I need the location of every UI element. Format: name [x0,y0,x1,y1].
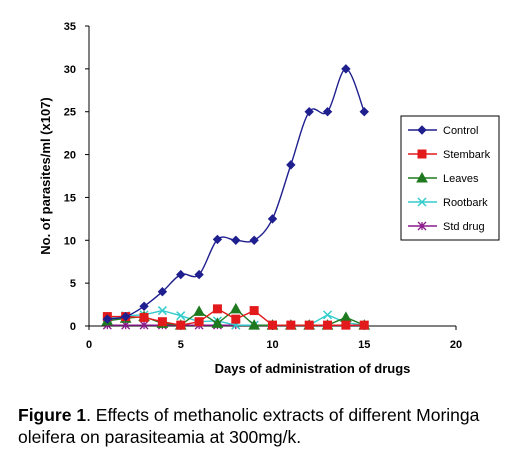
legend-marker-stembark [417,149,427,159]
figure-caption: Figure 1. Effects of methanolic extracts… [18,404,508,448]
data-point-control [322,107,333,117]
data-point-control [194,269,204,280]
data-point-stembark [157,317,167,327]
series-control [102,64,369,324]
y-tick-label: 25 [64,107,76,119]
data-point-control [231,235,241,245]
data-point-control [249,235,259,245]
data-point-leaves [211,317,224,328]
legend-marker-rootbark [417,197,427,207]
data-point-control [176,269,186,280]
x-tick-label: 10 [266,339,278,351]
legend-label-leaves: Leaves [443,173,479,185]
legend-marker-std-drug [417,221,427,231]
series-stembark [102,304,369,330]
data-point-control [157,287,168,297]
data-point-control [139,301,149,311]
data-point-stembark [341,320,351,330]
data-point-stembark [359,320,369,330]
data-point-leaves [193,305,205,316]
figure-caption-label: Figure 1 [18,405,87,425]
data-point-stembark [194,317,204,327]
y-tick-label: 30 [64,64,76,76]
data-point-stembark [304,320,314,330]
data-point-leaves [229,302,242,314]
x-axis-title: Days of administration of drugs [215,361,411,376]
legend-item-leaves: Leaves [408,171,479,185]
x-tick-label: 5 [178,339,184,351]
legend-item-control: Control [408,125,478,137]
x-tick-label: 15 [358,339,370,351]
legend-label-rootbark: Rootbark [443,197,488,209]
data-point-rootbark [176,311,186,321]
data-point-stembark [249,306,259,316]
legend-item-stembark: Stembark [408,149,491,161]
chart-series-group [101,64,371,330]
data-point-control [267,214,278,224]
data-point-leaves [248,319,260,330]
figure-caption-text: . Effects of methanolic extracts of diff… [18,405,480,447]
legend-label-stembark: Stembark [443,149,491,161]
data-point-stembark [231,314,241,324]
data-point-std-drug [139,320,149,330]
data-point-rootbark [157,306,167,316]
data-point-stembark [286,320,296,330]
legend-item-rootbark: Rootbark [408,197,488,209]
legend-label-control: Control [443,125,478,137]
data-point-stembark [268,320,277,330]
x-tick-label: 20 [450,339,462,351]
y-tick-label: 15 [64,192,76,204]
chart-legend: Control Stembark Leaves Rootbark Std drug [400,115,500,241]
data-point-control [359,107,369,117]
legend-label-std-drug: Std drug [443,221,485,233]
data-point-stembark [139,312,149,322]
y-ticks: 0 5 10 15 20 25 30 35 [64,21,89,333]
legend-marker-control [417,125,427,135]
data-point-control [341,64,351,74]
data-point-control [212,234,223,245]
x-ticks: 0 5 10 15 20 [86,326,462,351]
y-axis-title: No. of parasites/ml (x107) [38,97,53,255]
x-tick-label: 0 [86,339,92,351]
legend-marker-leaves [416,171,428,183]
data-point-stembark [176,320,186,330]
data-point-leaves [340,311,352,322]
data-point-control [120,311,131,322]
chart-figure: 0 5 10 15 20 25 30 35 0 5 10 15 20 No. of parasites… [38,21,500,376]
y-tick-label: 0 [70,321,76,333]
legend-item-std-drug: Std drug [408,221,485,233]
series-line-control [107,68,365,320]
y-tick-label: 5 [70,278,76,290]
data-point-rootbark [323,310,333,320]
data-point-control [304,107,314,117]
y-tick-label: 35 [64,21,76,33]
data-point-control [286,160,296,170]
data-point-control [102,314,113,324]
data-point-stembark [323,320,333,330]
y-tick-label: 10 [64,235,76,247]
y-tick-label: 20 [64,150,76,162]
data-point-stembark [212,304,222,314]
